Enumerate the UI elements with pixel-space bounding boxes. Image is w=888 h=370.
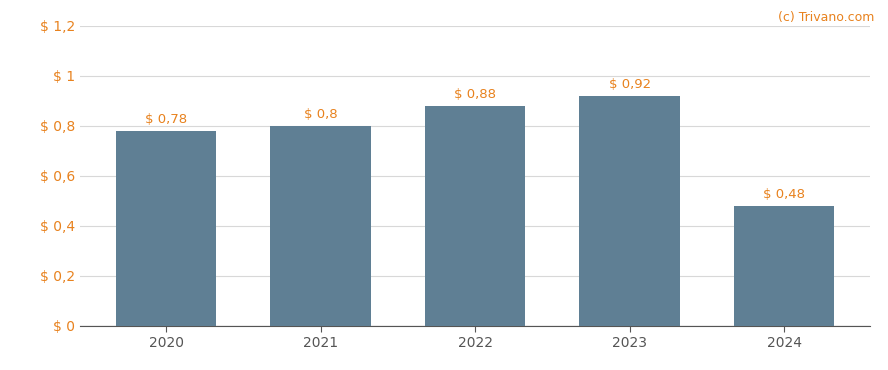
Text: $ 0,92: $ 0,92: [608, 78, 651, 91]
Text: $ 0,8: $ 0,8: [304, 108, 337, 121]
Text: $ 0,88: $ 0,88: [454, 88, 496, 101]
Bar: [270, 126, 371, 326]
Text: (c) Trivano.com: (c) Trivano.com: [778, 11, 875, 24]
Bar: [115, 131, 217, 326]
Bar: [424, 106, 526, 326]
Bar: [579, 96, 680, 326]
Text: $ 0,48: $ 0,48: [763, 188, 805, 201]
Bar: [733, 206, 835, 326]
Text: $ 0,78: $ 0,78: [145, 113, 187, 126]
